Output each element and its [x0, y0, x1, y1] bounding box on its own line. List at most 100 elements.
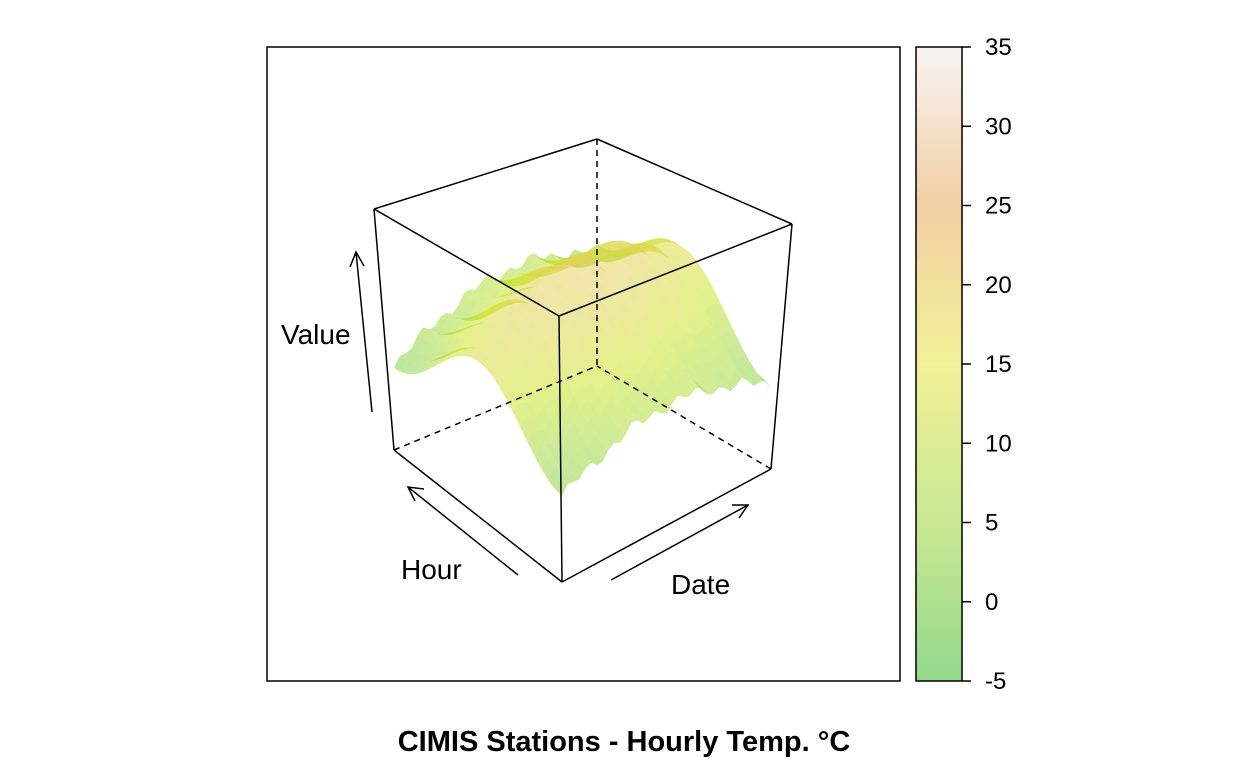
surface-facet [739, 368, 753, 380]
surface-facet [658, 313, 671, 331]
surface-facet [650, 354, 663, 371]
surface-facet [621, 243, 635, 258]
surface-facet [552, 280, 566, 295]
surface-facet [597, 301, 611, 316]
surface-facet [691, 290, 705, 310]
surface-facet [711, 319, 725, 337]
surface-facet [711, 380, 725, 388]
surface-facet [516, 272, 529, 286]
surface-facet [669, 252, 683, 266]
surface-facet [484, 297, 498, 302]
surface-facet [690, 346, 704, 361]
box-edge-dashed [393, 365, 598, 451]
surface-facet [647, 325, 661, 346]
surface-facet [543, 309, 556, 323]
surface-facet [583, 249, 597, 255]
surface-facet [546, 350, 560, 379]
surface-facet [665, 254, 678, 268]
surface-facet [529, 371, 542, 393]
surface-facet [593, 414, 607, 427]
surface-facet [648, 264, 662, 277]
surface-facet [723, 378, 737, 392]
surface-facet [627, 243, 641, 249]
surface-facet [651, 299, 664, 317]
surface-facet [417, 327, 430, 341]
surface-facet [459, 325, 472, 338]
surface-facet [632, 372, 646, 387]
surface-facet [611, 406, 625, 428]
box-edge [373, 208, 560, 317]
colorbar-tick-label: 20 [985, 272, 1012, 299]
surface-facet [498, 292, 512, 299]
surface-facet [619, 359, 633, 374]
surface-facet [582, 446, 596, 460]
surface-facet [560, 475, 574, 484]
surface-facet [663, 303, 677, 328]
surface-facet [544, 320, 558, 333]
surface-facet [630, 326, 644, 348]
surface-facet [579, 291, 592, 314]
surface-facet [559, 357, 573, 380]
surface-facet [524, 277, 538, 290]
surface-facet [545, 442, 559, 456]
surface-facet [543, 399, 556, 420]
surface-facet [517, 300, 531, 310]
surface-facet [591, 302, 605, 317]
surface-facet [597, 384, 611, 407]
surface-facet [529, 299, 542, 308]
surface-facet [556, 413, 569, 428]
surface-facet [551, 266, 564, 281]
surface-facet [675, 302, 689, 321]
surface-facet [567, 394, 581, 423]
surface-facet [629, 403, 643, 418]
surface-facet [530, 304, 544, 314]
surface-facet [606, 417, 619, 436]
surface-facet [500, 324, 513, 331]
surface-facet [455, 319, 469, 332]
surface-facet [695, 330, 709, 350]
surface-facet [532, 430, 546, 444]
surface-facet [671, 388, 684, 398]
surface-facet [513, 288, 527, 301]
surface-facet [661, 275, 675, 293]
surface-facet [438, 332, 451, 344]
surface-facet [538, 429, 552, 444]
surface-facet [589, 272, 603, 290]
surface-facet [518, 402, 532, 417]
surface-facet [682, 317, 696, 336]
surface-facet [710, 371, 724, 384]
surface-facet [635, 255, 649, 275]
surface-facet [677, 333, 691, 357]
surface-facet [553, 293, 567, 302]
surface-facet [498, 315, 512, 325]
surface-facet [603, 383, 617, 397]
surface-facet [581, 421, 595, 447]
surface-facet [577, 448, 590, 460]
surface-facet [574, 319, 588, 334]
surface-facet [566, 473, 580, 482]
surface-facet [439, 340, 453, 357]
surface-facet [604, 396, 618, 418]
surface-facet [478, 352, 491, 368]
surface-facet [652, 248, 665, 259]
surface-facet [626, 286, 640, 306]
surface-facet [520, 416, 533, 442]
surface-facet [594, 339, 608, 361]
surface-facet [597, 250, 611, 257]
surface-facet [585, 380, 598, 402]
surface-facet [609, 383, 623, 400]
surface-facet [494, 326, 507, 341]
surface-facet [569, 330, 583, 353]
surface-facet [506, 388, 519, 413]
surface-facet [547, 378, 561, 400]
surface-facet [715, 350, 728, 369]
surface-facet [636, 326, 649, 345]
surface-facet [646, 310, 660, 326]
surface-facet [507, 329, 520, 339]
surface-facet [645, 297, 659, 317]
surface-facet [618, 265, 632, 277]
surface-facet [689, 263, 703, 280]
surface-facet [652, 310, 666, 331]
surface-facet [425, 342, 439, 358]
surface-facet [640, 396, 654, 407]
